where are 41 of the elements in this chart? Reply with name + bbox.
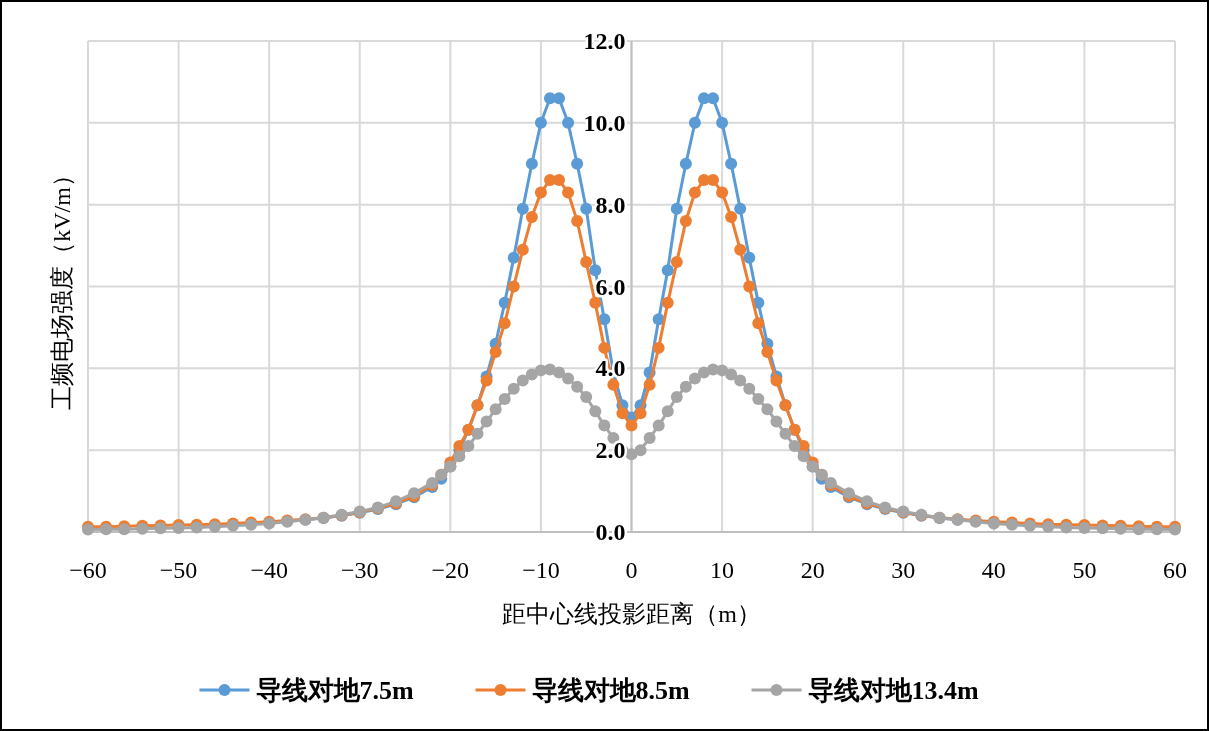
legend-label: 导线对地8.5m: [531, 676, 690, 705]
point: [525, 157, 538, 170]
x-axis-title: 距中心线投影距离（m）: [502, 601, 761, 627]
y-axis-title: 工频电场强度（kV/m）: [49, 163, 75, 410]
x-tick-label: 50: [1072, 557, 1097, 583]
point: [679, 157, 692, 170]
x-tick-label: 0: [625, 557, 638, 583]
point: [743, 251, 756, 264]
legend-label: 导线对地13.4m: [807, 676, 979, 705]
point: [688, 116, 701, 129]
point: [725, 157, 738, 170]
x-tick-label: −40: [250, 557, 288, 583]
y-tick-label: 8.0: [595, 191, 626, 218]
legend-label: 导线对地7.5m: [255, 676, 414, 705]
x-tick-label: −10: [522, 557, 560, 583]
y-tick-label: 10.0: [583, 109, 626, 136]
point: [516, 202, 529, 215]
point: [571, 157, 584, 170]
y-tick-label: 0.0: [595, 519, 626, 545]
y-tick-label: 2.0: [595, 437, 626, 464]
x-tick-label: −20: [431, 557, 470, 583]
point: [661, 264, 674, 277]
point: [562, 116, 575, 129]
x-tick-label: −60: [69, 557, 107, 583]
point: [670, 202, 683, 215]
point: [507, 251, 520, 264]
x-tick-label: 60: [1163, 557, 1187, 583]
x-tick-label: −30: [340, 557, 379, 583]
point: [534, 116, 547, 129]
x-tick-label: 20: [800, 557, 825, 583]
x-tick-label: 40: [981, 557, 1006, 583]
point: [589, 264, 602, 277]
point: [707, 92, 720, 105]
x-tick-label: 10: [710, 557, 735, 583]
x-tick-label: −50: [159, 557, 198, 583]
point: [716, 116, 729, 129]
y-tick-label: 12.0: [583, 28, 626, 54]
point: [580, 202, 593, 215]
point: [553, 92, 566, 105]
point: [734, 202, 747, 215]
x-tick-label: 30: [891, 557, 916, 583]
